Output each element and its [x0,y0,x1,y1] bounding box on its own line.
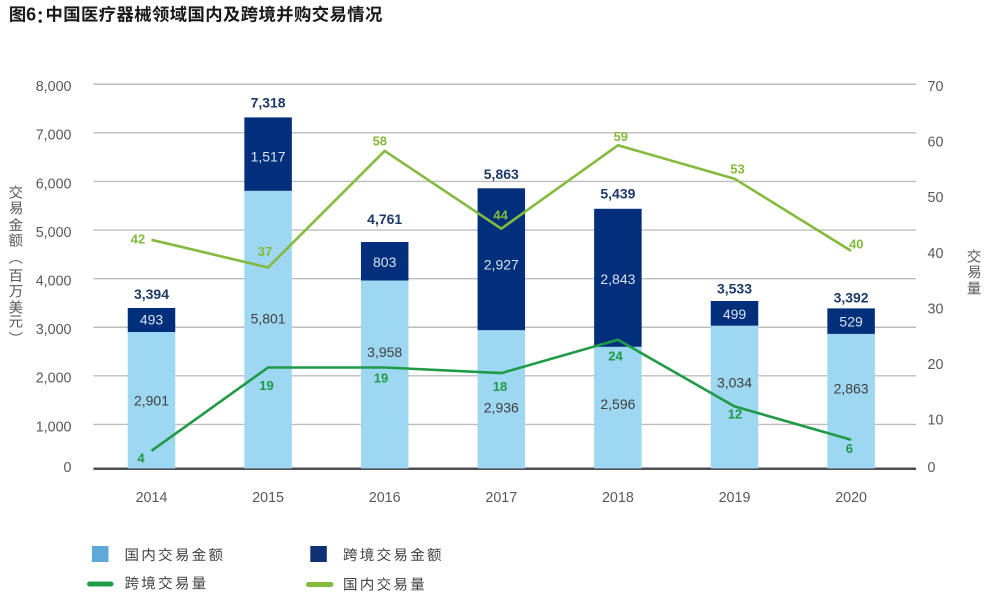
svg-text:6: 6 [846,441,853,456]
svg-text:2,927: 2,927 [484,257,519,273]
svg-text:0: 0 [928,460,936,476]
svg-text:2017: 2017 [485,490,517,506]
svg-text:20: 20 [928,357,944,373]
svg-text:0: 0 [64,460,72,476]
svg-text:493: 493 [140,311,164,327]
svg-text:3,394: 3,394 [134,286,169,302]
svg-text:10: 10 [928,412,944,428]
svg-text:7,318: 7,318 [251,94,286,110]
svg-text:5,439: 5,439 [600,185,635,201]
svg-text:2,843: 2,843 [600,271,635,287]
svg-text:5,801: 5,801 [251,311,286,327]
svg-text:12: 12 [728,407,742,422]
svg-text:2014: 2014 [136,490,168,506]
svg-text:4: 4 [137,450,145,465]
svg-text:2015: 2015 [252,490,284,506]
svg-text:3,034: 3,034 [717,374,752,390]
svg-text:803: 803 [373,254,397,270]
svg-text:50: 50 [928,190,944,206]
svg-text:4,000: 4,000 [36,274,72,290]
svg-text:2018: 2018 [602,490,634,506]
svg-text:8,000: 8,000 [36,79,72,95]
svg-text:2,936: 2,936 [484,399,519,415]
svg-text:2,596: 2,596 [600,396,635,412]
svg-text:529: 529 [839,313,863,329]
svg-text:4,761: 4,761 [367,211,402,227]
svg-text:24: 24 [608,348,623,363]
svg-text:53: 53 [730,162,744,177]
svg-text:6: 6 [26,5,36,25]
svg-text:2019: 2019 [719,490,751,506]
svg-text:6,000: 6,000 [36,176,72,192]
svg-text:19: 19 [259,378,273,393]
svg-text:499: 499 [723,306,747,322]
svg-text:3,392: 3,392 [834,289,869,305]
svg-text:2,901: 2,901 [134,392,169,408]
svg-text:18: 18 [493,379,507,394]
svg-text:60: 60 [928,135,944,151]
svg-text:44: 44 [493,207,508,222]
svg-text:19: 19 [374,371,388,386]
svg-text:40: 40 [849,236,863,251]
svg-text:30: 30 [928,301,944,317]
svg-text:7,000: 7,000 [36,128,72,144]
svg-text:59: 59 [614,129,628,144]
svg-text:2,000: 2,000 [36,371,72,387]
svg-text:5,863: 5,863 [484,166,519,182]
svg-text:40: 40 [928,246,944,262]
svg-text:3,958: 3,958 [367,344,402,360]
svg-text:70: 70 [928,79,944,95]
svg-text:58: 58 [373,134,387,149]
svg-text:42: 42 [131,232,145,247]
svg-text:2,863: 2,863 [834,380,869,396]
svg-text:1,517: 1,517 [251,148,286,164]
svg-text:2016: 2016 [369,490,401,506]
svg-text:37: 37 [258,244,272,259]
svg-text:2020: 2020 [835,490,867,506]
svg-text:5,000: 5,000 [36,225,72,241]
svg-text:3,533: 3,533 [717,281,752,297]
svg-text:1,000: 1,000 [36,419,72,435]
svg-text:3,000: 3,000 [36,322,72,338]
